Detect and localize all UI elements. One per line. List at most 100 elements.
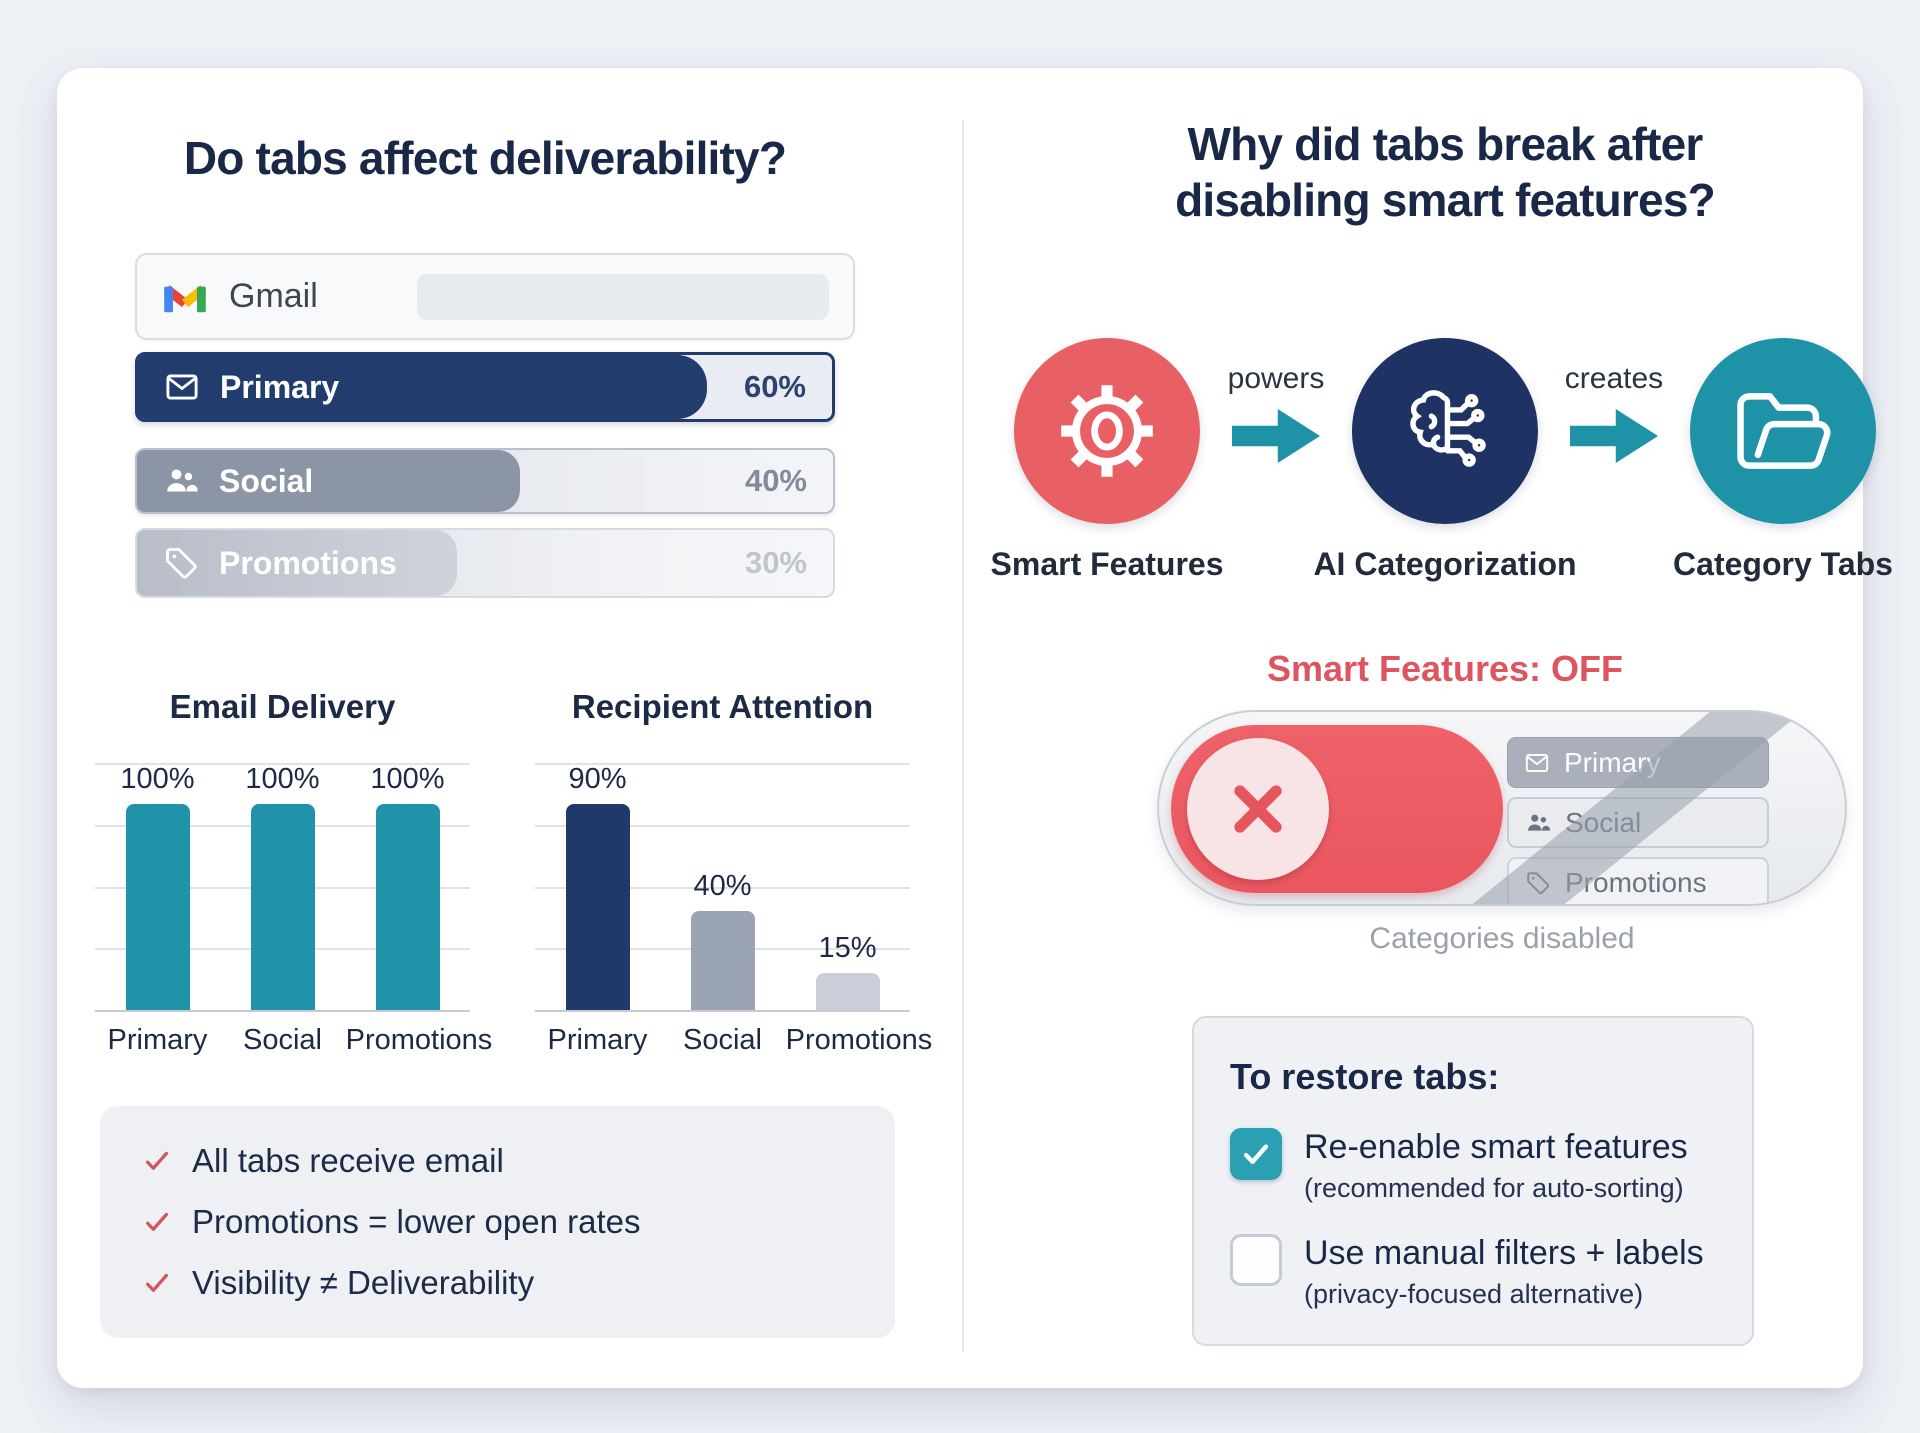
tab-promotions-fill [137,530,458,596]
chart-title: Email Delivery [169,688,396,725]
smart-features-circle [1014,338,1200,524]
gear-icon [1061,385,1153,477]
people-icon [163,463,199,499]
category-label: Promotions [785,1024,933,1056]
ai-categorization-circle [1352,338,1538,524]
tab-primary-fill [138,355,708,419]
infographic-card: Do tabs affect deliverability? Gmail Pri… [57,68,1893,1388]
bar [125,804,190,1010]
gridline [535,824,910,827]
bar [250,804,315,1010]
bar [690,911,755,1010]
gmail-search-bar[interactable] [417,273,829,320]
envelope-icon [1525,753,1549,772]
tab-promotions[interactable]: Promotions 30% [135,528,835,598]
red-check-icon [146,1273,168,1292]
left-panel: Do tabs affect deliverability? Gmail Pri… [75,68,932,1388]
tab-percent: 60% [743,369,806,404]
bar [375,804,440,1010]
checklist-text: Promotions = lower open rates [192,1203,641,1240]
bar-column-social: 40% [661,763,785,1010]
category-label: Social [683,1024,762,1056]
category-label: Primary [547,1024,648,1056]
bar-column-promotions: 15% [786,763,910,1010]
toggle-knob [1187,738,1329,880]
chart-title: Recipient Attention [571,688,874,725]
right-panel: Why did tabs break after disabling smart… [991,68,1893,1388]
option-label: Re-enable smart features [1304,1128,1688,1166]
chart-category-labels: Primary Social Promotions [535,1024,933,1057]
connector-label: powers [1227,362,1325,395]
gridline [95,1010,470,1012]
bar-value-label: 15% [818,931,877,964]
brain-circuit-icon [1410,390,1486,467]
connector-label: creates [1564,362,1664,395]
email-delivery-chart: Email Delivery 100% 100% 100% Primary Socia… [95,688,493,1057]
bar-column-social: 100% [221,763,345,1010]
flow-connector: creates [1538,338,1690,466]
smart-features-toggle-panel: Primary Social Promotions [1157,710,1847,906]
right-title: Why did tabs break after disabling smart… [1175,118,1716,227]
tab-percent: 40% [744,463,807,498]
tab-primary[interactable]: Primary 60% [135,352,835,422]
arrow-right-icon [1232,409,1320,463]
option-label: Use manual filters + labels [1304,1234,1704,1273]
smart-features-off-title: Smart Features: OFF [1266,648,1624,689]
envelope-icon [164,369,200,405]
flow-node-smart-features: Smart Features [991,338,1224,583]
bars-row: 90% 40% 15% [535,763,910,1010]
bars-row: 100% 100% 100% [95,763,470,1010]
tab-social-fill [137,450,520,512]
option-subtext: (privacy-focused alternative) [1304,1279,1644,1310]
gridline [535,1010,910,1012]
recipient-attention-chart: Recipient Attention 90% 40% 15% Primary Soc… [535,688,933,1057]
flow-node-label: Smart Features [990,546,1224,582]
red-check-icon [146,1151,168,1170]
bar [815,972,880,1010]
bar-value-label: 100% [245,763,320,795]
flow-node-label: AI Categorization [1313,546,1577,582]
bar-value-label: 40% [693,870,752,903]
bar-column-promotions: 100% [346,763,470,1010]
bar-column-primary: 90% [536,763,660,1010]
flow-diagram: Smart Features powers AI Categorization [991,338,1893,583]
category-tabs-circle [1690,338,1876,524]
manual-filters-checkbox[interactable] [1230,1234,1282,1287]
gmail-header: Gmail [135,253,855,340]
bar-value-label: 90% [568,763,627,795]
tab-percent: 30% [744,545,807,580]
gridline [95,763,470,765]
key-points-box: All tabs receive email Promotions = lowe… [100,1106,895,1338]
tab-label: Promotions [219,544,397,581]
bar-value-label: 100% [370,763,445,795]
flow-node-category-tabs: Category Tabs [1673,338,1893,583]
restore-option: Use manual filters + labels (privacy-foc… [1230,1234,1716,1310]
checklist-item: All tabs receive email [142,1142,853,1180]
arrow-right-icon [1570,409,1658,463]
flow-node-label: Category Tabs [1673,546,1893,582]
gmail-label: Gmail [229,277,318,315]
restore-title: To restore tabs: [1230,1056,1500,1097]
chart-plot: 90% 40% 15% [535,763,910,1012]
restore-tabs-box: To restore tabs: Re-enable smart feature… [1192,1016,1754,1346]
category-label: Social [243,1024,322,1056]
check-icon [1243,1144,1269,1164]
tag-icon [163,545,199,581]
gridline [535,886,910,889]
category-label: Primary [107,1024,208,1056]
panel-divider [962,120,964,1352]
chart-plot: 100% 100% 100% [95,763,470,1012]
reenable-smart-features-checkbox[interactable] [1230,1128,1282,1180]
checklist-item: Visibility ≠ Deliverability [142,1264,853,1302]
bar-value-label: 100% [120,763,195,795]
people-icon [1528,814,1551,831]
chart-category-labels: Primary Social Promotions [95,1024,493,1057]
gridline [535,763,910,765]
left-title: Do tabs affect deliverability? [183,132,787,184]
bar [565,804,630,1010]
tab-social[interactable]: Social 40% [135,448,835,514]
folder-open-icon [1737,393,1831,469]
flow-node-ai-categorization: AI Categorization [1313,338,1577,583]
checklist-text: All tabs receive email [192,1142,504,1179]
toggle-off-switch[interactable] [1171,725,1503,893]
